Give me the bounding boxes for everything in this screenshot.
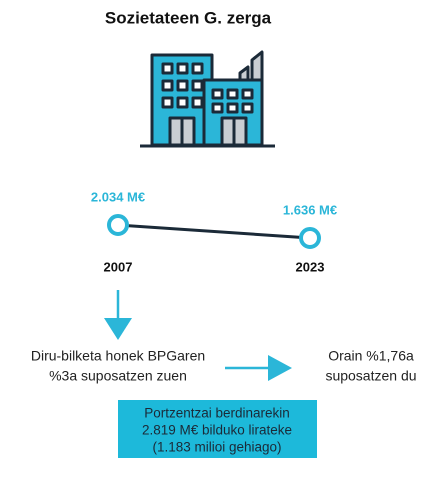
now-text: Orain %1,76a	[328, 348, 414, 364]
note-text: 2.819 M€ bilduko lirateke	[142, 423, 292, 438]
year-label: 2007	[104, 259, 133, 274]
value-label: 2.034 M€	[91, 189, 145, 204]
year-label: 2023	[296, 259, 325, 274]
right-arrow	[225, 355, 292, 381]
down-arrow	[104, 290, 132, 340]
note-text: Portzentzai berdinarekin	[144, 406, 290, 421]
before-text: Diru-bilketa honek BPGaren	[31, 348, 205, 364]
note-text: (1.183 milioi gehiago)	[152, 440, 281, 455]
note-box	[118, 400, 317, 458]
trend-line	[117, 223, 311, 240]
point-2007	[107, 214, 129, 236]
now-text: suposatzen du	[325, 368, 416, 384]
before-text: %3a suposatzen zuen	[49, 368, 187, 384]
title: Sozietateen G. zerga	[105, 8, 272, 27]
point-2023	[299, 227, 321, 249]
value-label: 1.636 M€	[283, 202, 337, 217]
building-icon	[140, 50, 275, 148]
